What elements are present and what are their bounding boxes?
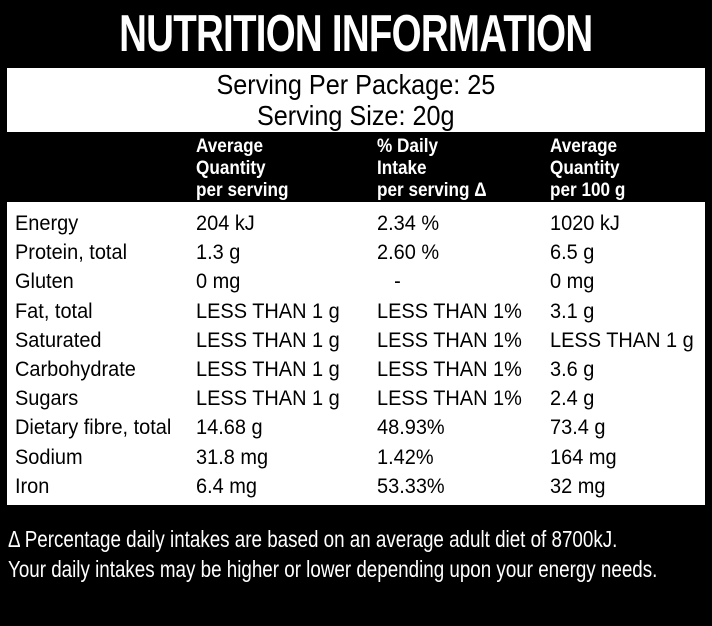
daily-intake-footnote: Δ Percentage daily intakes are based on … [8,524,712,584]
value-per-100g: 3.6 g [550,357,595,381]
value-per-100g: 164 mg [550,445,617,469]
nutrient-name: Saturated [15,328,102,352]
value-per-100g: 6.5 g [550,241,595,265]
table-row-energy: Energy 204 kJ 2.34 % 1020 kJ [7,209,705,238]
title-band: NUTRITION INFORMATION [0,0,712,67]
value-per-100g: 32 mg [550,474,606,498]
value-per-100g: LESS THAN 1 g [550,328,694,352]
value-per-serving: LESS THAN 1 g [196,328,340,352]
value-daily-intake: LESS THAN 1% [377,328,522,352]
value-daily-intake: 48.93% [377,416,445,440]
column-header-daily-intake: % Daily Intake per serving Δ [377,135,487,201]
table-row-sodium: Sodium 31.8 mg 1.42% 164 mg [7,443,705,472]
footnote-line-2: Your daily intakes may be higher or lowe… [8,556,658,582]
nutrient-name: Fat, total [15,299,93,323]
value-per-serving: 1.3 g [196,241,241,265]
nutrient-name: Dietary fibre, total [15,416,172,440]
table-row-sugars: Sugars LESS THAN 1 g LESS THAN 1% 2.4 g [7,384,705,413]
value-per-100g: 2.4 g [550,387,595,411]
value-daily-intake: 53.33% [377,474,445,498]
value-daily-intake: LESS THAN 1% [377,299,522,323]
value-daily-intake: 1.42% [377,445,434,469]
table-row-iron: Iron 6.4 mg 53.33% 32 mg [7,472,705,501]
serving-per-package-text: Serving Per Package: 25 [216,69,496,100]
column-header-band: Average Quantity per serving % Daily Int… [0,132,712,202]
value-per-100g: 0 mg [550,270,595,294]
nutrient-name: Energy [15,212,79,235]
value-daily-intake: 2.60 % [377,241,440,265]
table-row-dietary-fibre: Dietary fibre, total 14.68 g 48.93% 73.4… [7,413,705,442]
value-per-serving: LESS THAN 1 g [196,357,340,381]
table-row-saturated: Saturated LESS THAN 1 g LESS THAN 1% LES… [7,326,705,355]
nutrient-name: Carbohydrate [15,357,136,381]
nutrient-name: Sugars [15,387,79,411]
value-per-serving: LESS THAN 1 g [196,299,340,323]
table-row-protein: Protein, total 1.3 g 2.60 % 6.5 g [7,238,705,267]
value-per-serving: 31.8 mg [196,445,269,469]
value-daily-intake: LESS THAN 1% [377,387,522,411]
nutrition-table: Energy 204 kJ 2.34 % 1020 kJ Protein, to… [7,202,705,505]
column-header-per-serving: Average Quantity per serving [196,135,289,201]
table-row-gluten: Gluten 0 mg - 0 mg [7,267,705,296]
value-daily-intake: - [394,270,401,294]
nutrient-name: Protein, total [15,241,128,265]
table-row-carbohydrate: Carbohydrate LESS THAN 1 g LESS THAN 1% … [7,355,705,384]
table-row-fat: Fat, total LESS THAN 1 g LESS THAN 1% 3.… [7,297,705,326]
footnote-line-1: Δ Percentage daily intakes are based on … [8,526,618,552]
value-per-serving: LESS THAN 1 g [196,387,340,411]
value-per-100g: 3.1 g [550,299,595,323]
value-daily-intake: 2.34 % [377,212,440,235]
serving-per-package-line: Serving Per Package: 25 [201,69,511,100]
serving-size-line: Serving Size: 20g [246,100,465,131]
nutrient-name: Gluten [15,270,74,294]
nutrient-name: Iron [15,474,50,498]
value-per-serving: 6.4 mg [196,474,257,498]
value-per-100g: 73.4 g [550,416,606,440]
serving-info-panel: Serving Per Package: 25 Serving Size: 20… [7,68,705,132]
value-per-serving: 14.68 g [196,416,263,440]
value-per-serving: 204 kJ [196,212,255,235]
value-daily-intake: LESS THAN 1% [377,357,522,381]
page-title: NUTRITION INFORMATION [119,4,593,63]
column-header-per-100g: Average Quantity per 100 g [550,135,626,201]
serving-size-text: Serving Size: 20g [257,100,455,131]
nutrient-name: Sodium [15,445,83,469]
value-per-serving: 0 mg [196,270,241,294]
value-per-100g: 1020 kJ [550,212,620,235]
